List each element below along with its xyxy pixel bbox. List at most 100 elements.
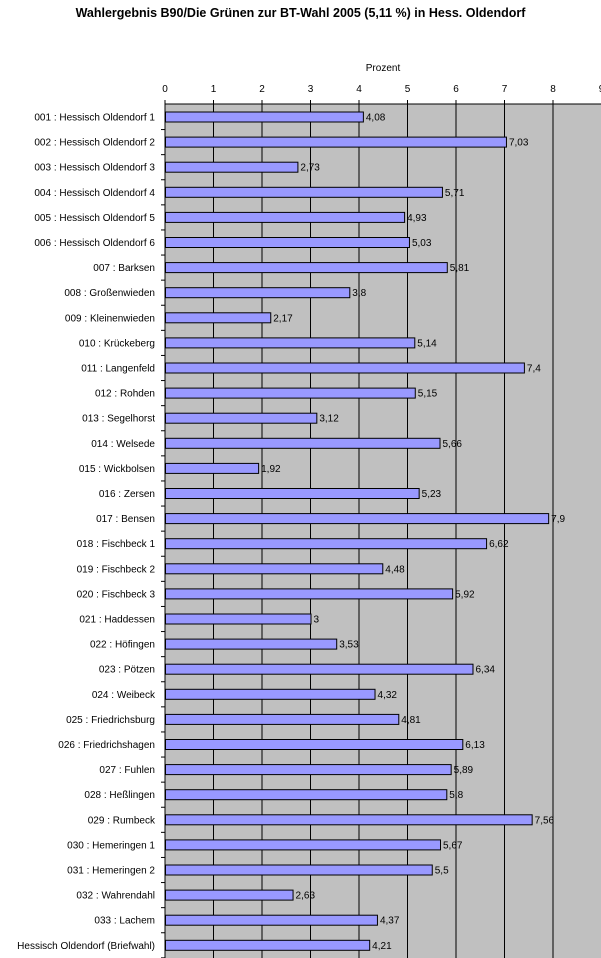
- bar: [165, 237, 410, 248]
- category-label: 014 : Welsede: [91, 439, 155, 450]
- bar: [165, 462, 260, 474]
- data-label: 4,21: [372, 941, 392, 952]
- x-tick-label: 2: [259, 84, 265, 95]
- x-tick-label: 1: [211, 84, 217, 95]
- bar: [165, 688, 376, 700]
- category-label: 004 : Hessisch Oldendorf 4: [34, 188, 155, 199]
- category-label: 029 : Rumbeck: [88, 815, 156, 826]
- bar: [165, 613, 312, 625]
- bar: [165, 211, 406, 223]
- category-label: 015 : Wickbolsen: [79, 464, 155, 475]
- data-label: 7,4: [527, 364, 541, 375]
- data-label: 1,92: [261, 464, 281, 475]
- x-tick-label: 9: [599, 84, 601, 95]
- category-label: 022 : Höfingen: [90, 640, 155, 651]
- bar: [165, 437, 441, 449]
- category-label: 001 : Hessisch Oldendorf 1: [34, 113, 155, 124]
- category-label: 026 : Friedrichshagen: [58, 740, 155, 751]
- category-label: 017 : Bensen: [96, 514, 155, 525]
- bar: [165, 312, 272, 324]
- bar: [165, 638, 338, 650]
- data-label: 5,03: [412, 238, 432, 249]
- bar: [165, 287, 351, 299]
- bar: [165, 136, 507, 148]
- chart-title: Wahlergebnis B90/Die Grünen zur BT-Wahl …: [75, 6, 526, 20]
- category-label: 012 : Rohden: [95, 389, 155, 400]
- bar: [165, 337, 416, 349]
- data-label: 7,9: [551, 514, 565, 525]
- category-label: 024 : Weibeck: [92, 690, 156, 701]
- bar: [165, 814, 533, 826]
- x-tick-label: 3: [308, 84, 314, 95]
- data-label: 5,71: [445, 188, 465, 199]
- x-axis-title: Prozent: [366, 63, 401, 74]
- data-label: 7,56: [535, 815, 555, 826]
- data-label: 4,08: [366, 113, 386, 124]
- bar: [165, 663, 474, 675]
- data-label: 5,89: [454, 765, 474, 776]
- x-tick-label: 7: [502, 84, 508, 95]
- bar: [165, 538, 488, 550]
- category-label: 033 : Lachem: [94, 916, 155, 927]
- category-label: 013 : Segelhorst: [82, 414, 155, 425]
- bar: [165, 889, 294, 901]
- category-label: 023 : Pötzen: [99, 665, 155, 676]
- data-label: 3,8: [352, 288, 366, 299]
- category-label: 005 : Hessisch Oldendorf 5: [34, 213, 155, 224]
- bar: [165, 387, 416, 399]
- bar: [165, 939, 371, 951]
- data-label: 6,62: [489, 539, 509, 550]
- category-label: 002 : Hessisch Oldendorf 2: [34, 138, 155, 149]
- data-label: 4,32: [378, 690, 398, 701]
- data-label: 5,8: [449, 790, 463, 801]
- category-label: 028 : Heßlingen: [84, 790, 155, 801]
- x-tick-label: 4: [356, 84, 362, 95]
- bar: [165, 914, 378, 926]
- category-label: 007 : Barksen: [93, 263, 155, 274]
- data-label: 5,67: [443, 840, 463, 851]
- category-label: 003 : Hessisch Oldendorf 3: [34, 163, 155, 174]
- data-label: 3,12: [319, 414, 339, 425]
- bar: [165, 362, 525, 374]
- x-tick-label: 6: [453, 84, 459, 95]
- bar: [165, 764, 452, 776]
- x-tick-label: 8: [550, 84, 556, 95]
- category-label: 032 : Wahrendahl: [76, 891, 155, 902]
- category-label: 010 : Krückeberg: [79, 338, 155, 349]
- category-label: 009 : Kleinenwieden: [65, 313, 155, 324]
- category-label: Hessisch Oldendorf (Briefwahl): [17, 941, 155, 952]
- category-label: 016 : Zersen: [99, 489, 155, 500]
- bar: [165, 513, 550, 525]
- bar: [165, 563, 384, 575]
- data-label: 4,48: [385, 564, 405, 575]
- category-label: 006 : Hessisch Oldendorf 6: [34, 238, 155, 249]
- category-label: 030 : Hemeringen 1: [67, 840, 155, 851]
- data-label: 5,5: [435, 866, 449, 877]
- bar: [165, 161, 299, 173]
- bar: [165, 839, 441, 851]
- bar: [165, 739, 464, 750]
- data-label: 5,14: [417, 338, 437, 349]
- data-label: 2,73: [300, 163, 320, 174]
- x-tick-label: 0: [162, 84, 168, 95]
- category-label: 027 : Fuhlen: [99, 765, 155, 776]
- data-label: 7,03: [509, 138, 529, 149]
- data-label: 2,17: [273, 313, 293, 324]
- category-label: 021 : Haddessen: [79, 615, 155, 626]
- data-label: 6,34: [475, 665, 495, 676]
- bar: [165, 111, 364, 123]
- category-label: 018 : Fischbeck 1: [77, 539, 156, 550]
- data-label: 2,63: [296, 891, 316, 902]
- data-label: 6,13: [465, 740, 485, 751]
- category-label: 011 : Langenfeld: [81, 364, 155, 375]
- bar: [165, 588, 454, 600]
- x-tick-label: 5: [405, 84, 411, 95]
- data-label: 3: [314, 615, 320, 626]
- category-label: 031 : Hemeringen 2: [67, 866, 155, 877]
- category-label: 020 : Fischbeck 3: [77, 589, 156, 600]
- category-label: 025 : Friedrichsburg: [66, 715, 155, 726]
- bar: [165, 713, 400, 725]
- data-label: 4,93: [407, 213, 427, 224]
- data-label: 5,15: [418, 389, 438, 400]
- data-label: 3,53: [339, 640, 359, 651]
